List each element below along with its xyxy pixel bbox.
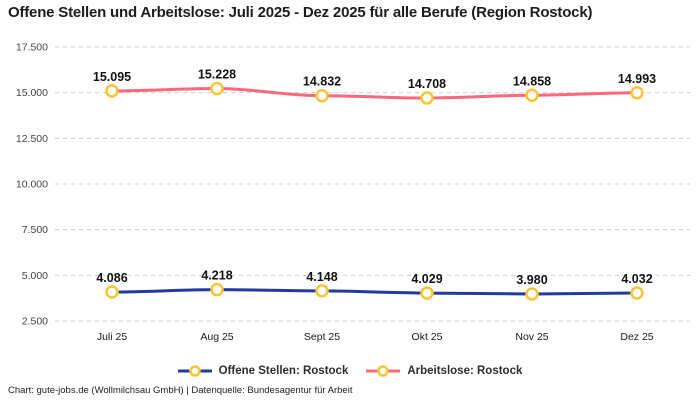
- data-point-marker: [105, 84, 119, 98]
- x-axis-tick-label: Dez 25: [620, 331, 653, 343]
- data-point-marker: [630, 286, 644, 300]
- y-axis-tick-label: 15.000: [16, 87, 48, 99]
- data-label: 14.993: [618, 72, 656, 86]
- series-line-arbeitslose-rostock: [110, 87, 639, 100]
- data-point-marker: [210, 81, 224, 96]
- data-label: 3.980: [516, 273, 547, 287]
- data-point-marker: [420, 91, 434, 105]
- y-axis-tick-label: 5.000: [22, 270, 48, 282]
- series-line-offene-stellen-rostock: [110, 288, 639, 296]
- data-point-marker: [420, 286, 434, 300]
- data-label: 4.029: [411, 272, 442, 286]
- series-arbeitslose-rostock: 15.095 15.228 14.832 14.708 14.858 14.993: [93, 68, 656, 105]
- data-point-marker: [525, 88, 539, 103]
- legend: Offene Stellen: Rostock Arbeitslose: Rost…: [0, 360, 700, 382]
- x-axis-tick-label: Juli 25: [97, 331, 128, 343]
- chart-footer: Chart: gute-jobs.de (Wollmilchsau GmbH) …: [8, 385, 353, 396]
- y-axis-tick-label: 7.500: [22, 224, 48, 236]
- data-point-marker: [630, 86, 644, 100]
- y-axis-tick-label: 10.000: [16, 179, 48, 191]
- x-axis-labels: Juli 25 Aug 25 Sept 25 Okt 25 Nov 25 Dez 25: [97, 331, 654, 343]
- legend-swatch-icon: [366, 365, 401, 377]
- legend-swatch-icon: [177, 365, 212, 377]
- data-point-marker: [315, 88, 329, 103]
- data-label: 14.858: [513, 74, 551, 88]
- x-axis-tick-label: Nov 25: [515, 331, 548, 343]
- data-point-marker: [210, 282, 224, 297]
- legend-item-offene-stellen-rostock[interactable]: Offene Stellen: Rostock: [177, 364, 349, 378]
- chart-title: Offene Stellen und Arbeitslose: Juli 202…: [8, 4, 593, 21]
- x-axis-tick-label: Sept 25: [304, 331, 340, 343]
- y-axis-tick-label: 2.500: [22, 316, 48, 328]
- data-label: 4.218: [201, 269, 232, 283]
- x-axis-tick-label: Aug 25: [200, 331, 233, 343]
- data-label: 4.032: [621, 272, 652, 286]
- data-point-marker: [525, 287, 539, 301]
- data-point-marker: [315, 284, 329, 298]
- data-label: 4.148: [306, 270, 337, 284]
- x-axis-tick-label: Okt 25: [412, 331, 443, 343]
- data-label: 4.086: [96, 271, 127, 285]
- data-label: 14.832: [303, 75, 341, 89]
- legend-label: Offene Stellen: Rostock: [218, 365, 349, 377]
- data-point-marker: [105, 285, 119, 299]
- data-label: 15.228: [198, 68, 236, 82]
- legend-label: Arbeitslose: Rostock: [407, 365, 523, 377]
- y-axis-tick-label: 12.500: [16, 133, 48, 145]
- series-offene-stellen-rostock: 4.086 4.218 4.148 4.029 3.980 4.032: [96, 269, 653, 301]
- legend-item-arbeitslose-rostock[interactable]: Arbeitslose: Rostock: [366, 364, 522, 378]
- data-label: 14.708: [408, 77, 446, 91]
- y-axis-tick-label: 17.500: [16, 42, 48, 54]
- data-label: 15.095: [93, 70, 131, 84]
